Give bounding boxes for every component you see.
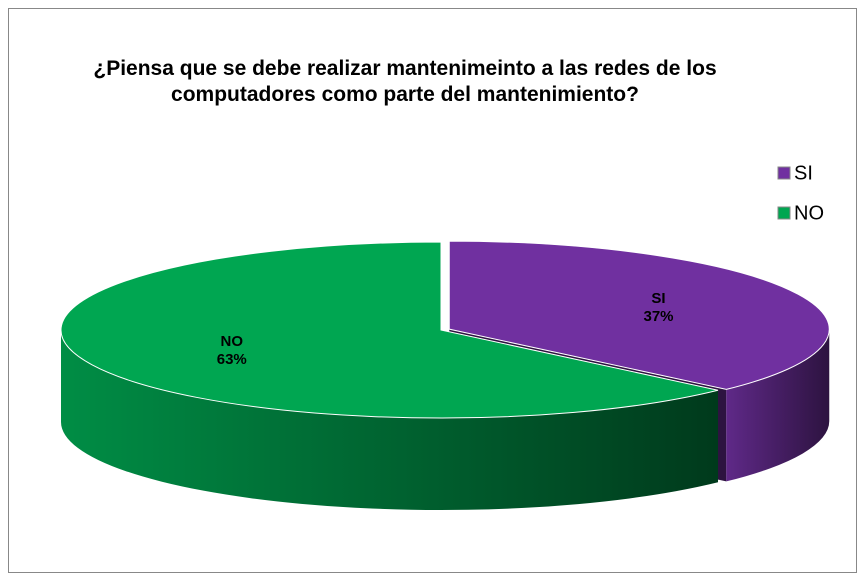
- chart-title: ¿Piensa que se debe realizar mantenimein…: [93, 57, 717, 106]
- data-label-value: 63%: [217, 351, 247, 368]
- slice-top: [448, 240, 830, 390]
- slice: [60, 241, 719, 511]
- data-label-category: NO: [221, 333, 244, 350]
- legend-label: SI: [794, 162, 813, 184]
- data-label-value: 37%: [643, 308, 673, 325]
- legend-swatch: [777, 206, 791, 220]
- slice-top: [60, 241, 719, 419]
- legend-swatch: [777, 166, 791, 180]
- slice-side: [61, 330, 719, 511]
- frame: [8, 8, 857, 573]
- slice-side: [726, 329, 830, 482]
- data-label-category: SI: [651, 290, 665, 307]
- legend-label: NO: [794, 202, 824, 224]
